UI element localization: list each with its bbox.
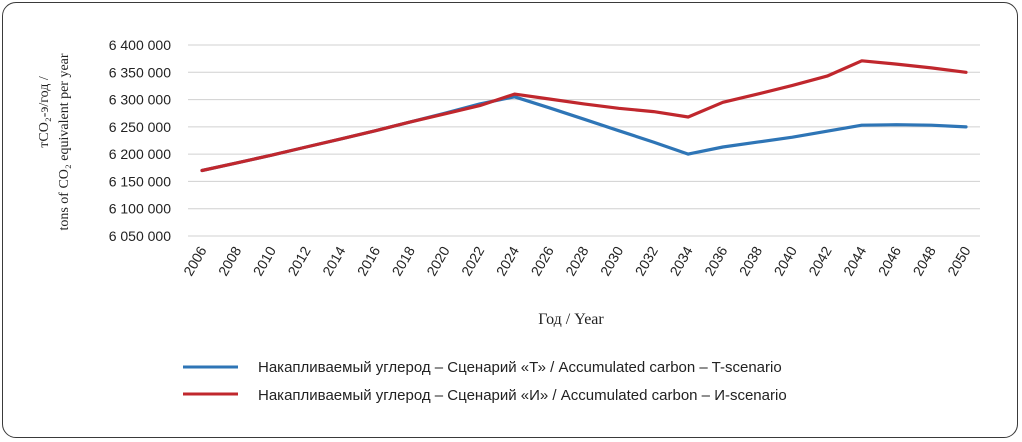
legend-label-t-scenario: Накапливаемый углерод – Сценарий «Т» / A… — [258, 359, 782, 376]
legend-label-i-scenario: Накапливаемый углерод – Сценарий «И» / A… — [258, 387, 787, 404]
x-tick-label: 2006 — [180, 243, 210, 278]
y-axis-label-line2: tons of CO₂ equivalent per year — [57, 53, 72, 230]
y-tick-label: 6 400 000 — [109, 37, 171, 53]
x-tick-label: 2048 — [909, 243, 939, 278]
x-tick-label: 2044 — [840, 243, 870, 278]
x-tick-label: 2050 — [944, 243, 974, 278]
x-tick-label: 2046 — [875, 243, 905, 278]
y-axis-ticks: 6 050 000 6 100 000 6 150 000 6 200 000 6 25… — [109, 37, 171, 244]
x-tick-label: 2014 — [319, 243, 349, 278]
x-tick-label: 2016 — [354, 243, 384, 278]
series-line-i-scenario — [200, 59, 968, 173]
y-tick-label: 6 300 000 — [109, 92, 171, 108]
y-tick-label: 6 150 000 — [109, 173, 171, 189]
x-tick-label: 2022 — [458, 243, 488, 278]
x-tick-label: 2036 — [701, 243, 731, 278]
x-tick-label: 2008 — [215, 243, 245, 278]
x-tick-label: 2012 — [284, 243, 314, 278]
legend: Накапливаемый углерод – Сценарий «Т» / A… — [183, 359, 787, 404]
y-tick-label: 6 350 000 — [109, 64, 171, 80]
x-tick-label: 2042 — [805, 243, 835, 278]
x-axis-ticks: 2006 2008 2010 2012 2014 2016 2018 2020 2022 2024… — [180, 243, 974, 278]
x-tick-label: 2010 — [250, 243, 280, 278]
x-tick-label: 2028 — [562, 243, 592, 278]
series-lines — [200, 59, 968, 173]
x-tick-label: 2020 — [423, 243, 453, 278]
y-tick-label: 6 050 000 — [109, 228, 171, 244]
x-axis-label: Год / Year — [538, 311, 604, 328]
x-tick-label: 2040 — [771, 243, 801, 278]
y-axis-label-line1: тCO₂-э/год / — [37, 76, 52, 148]
x-tick-label: 2032 — [632, 243, 662, 278]
x-tick-label: 2024 — [493, 243, 523, 278]
x-tick-label: 2026 — [527, 243, 557, 278]
x-tick-label: 2038 — [736, 243, 766, 278]
x-tick-label: 2018 — [389, 243, 419, 278]
series-line-t-scenario — [200, 95, 968, 173]
x-tick-label: 2034 — [666, 243, 696, 278]
y-tick-label: 6 100 000 — [109, 201, 171, 217]
grid-lines — [188, 44, 980, 237]
y-tick-label: 6 200 000 — [109, 146, 171, 162]
y-tick-label: 6 250 000 — [109, 119, 171, 135]
x-tick-label: 2030 — [597, 243, 627, 278]
